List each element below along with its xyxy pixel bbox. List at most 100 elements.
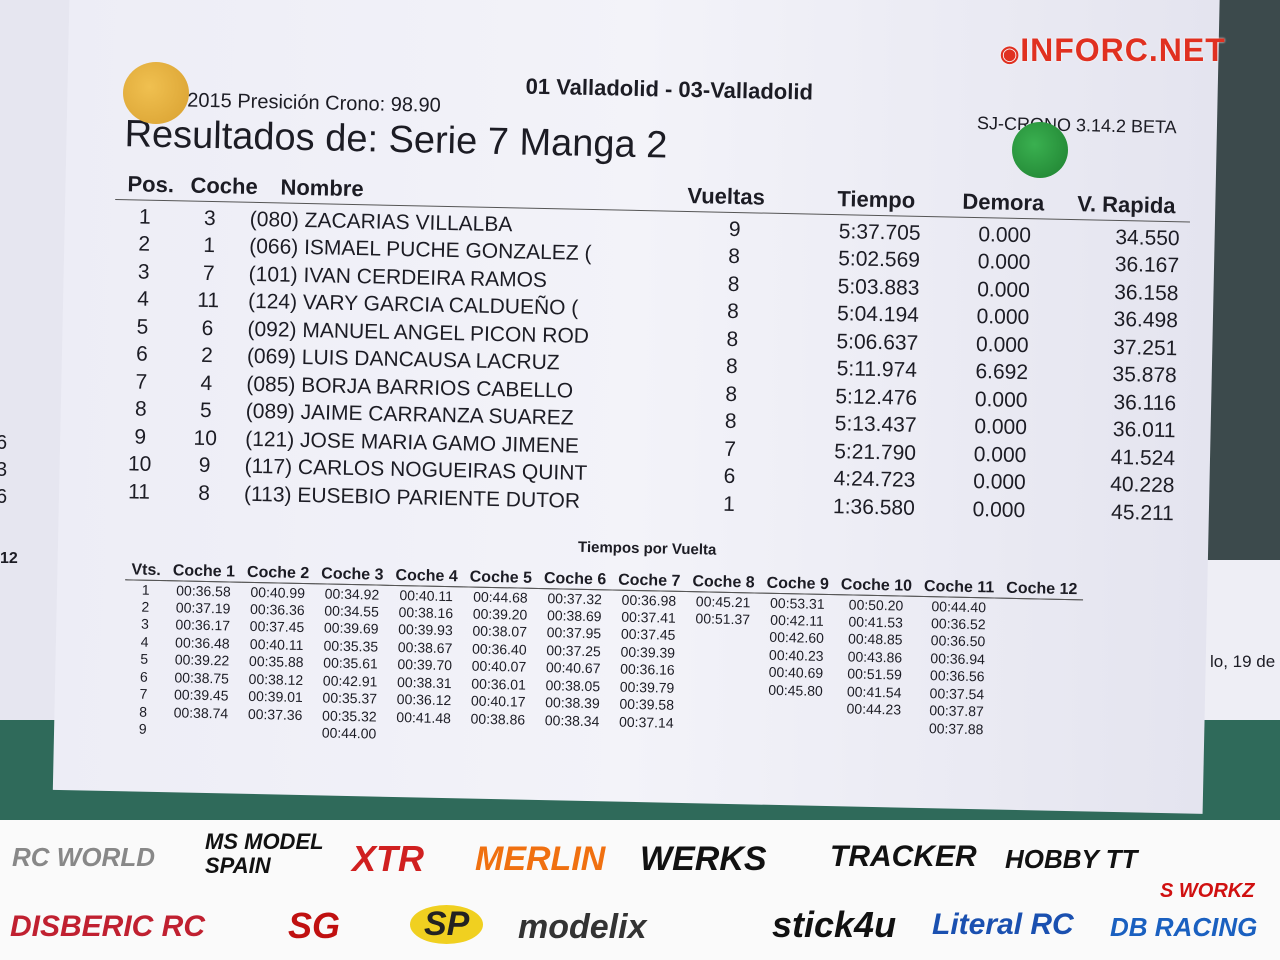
result-cell: 8 [197, 481, 211, 505]
lap-cell: 00:51.37 [695, 609, 751, 628]
result-cell: 5:02.569 [838, 247, 921, 273]
lap-cell: 00:53.31 [769, 594, 825, 612]
lap-cell: 00:39.39 [620, 643, 676, 661]
lap-cell: 8 [139, 703, 148, 720]
lap-column-header: Coche 6 [537, 569, 613, 590]
lap-cell: 00:39.22 [174, 651, 230, 669]
left-paper-text: 6 [0, 486, 8, 508]
result-cell: 5 [136, 315, 149, 339]
lap-cell: 00:40.67 [545, 659, 601, 677]
col-v-rapida: V. Rapida [1077, 191, 1176, 219]
result-cell: 0.000 [974, 387, 1028, 412]
lap-cell [163, 721, 238, 740]
lap-cell: 00:39.70 [397, 656, 453, 674]
lap-cell: 00:38.34 [544, 711, 600, 729]
result-cell: 5:11.974 [836, 357, 918, 383]
lap-cell: 00:38.05 [545, 676, 601, 695]
result-cell: 8 [726, 327, 739, 351]
lap-column-header: Coche 7 [611, 571, 687, 592]
sponsor-logo: modelix [518, 908, 647, 946]
sponsor-logo: XTR [352, 838, 424, 879]
lap-cell [684, 697, 759, 716]
lap-cell: 1 [141, 581, 150, 598]
result-cell: 5:04.194 [836, 302, 920, 328]
lap-cell: 00:40.69 [768, 664, 824, 682]
lap-cell [997, 738, 1080, 757]
lap-column-header: Vts. [125, 561, 167, 581]
result-cell: 4 [200, 371, 213, 395]
lap-cell [534, 728, 609, 747]
lap-cell: 00:38.16 [398, 603, 454, 621]
result-cell: 36.158 [1114, 280, 1179, 306]
lap-cell: 00:37.41 [621, 608, 676, 626]
sponsor-logo: DB RACING [1110, 912, 1258, 942]
result-cell: 9 [134, 425, 147, 449]
lap-cell: 00:37.54 [929, 684, 985, 703]
lap-cell: 00:40.11 [399, 586, 454, 604]
result-cell: 5:06.637 [836, 329, 919, 355]
lap-cell: 00:39.45 [173, 686, 229, 704]
result-cell: 9 [198, 454, 211, 478]
result-cell: 0.000 [977, 250, 1031, 275]
result-cell: 0.000 [976, 305, 1030, 330]
lap-cell: 00:40.23 [768, 646, 824, 664]
result-cell: 3 [203, 206, 216, 230]
lap-cell [997, 703, 1080, 722]
result-cell: 5:13.437 [834, 412, 917, 438]
result-cell: 37.251 [1112, 335, 1178, 361]
result-cell: 41.524 [1110, 445, 1176, 470]
lap-column-header: Coche 12 [1000, 579, 1084, 600]
lap-cell: 00:36.56 [929, 667, 985, 685]
lap-cell [758, 698, 833, 717]
result-cell: 3 [137, 260, 150, 284]
result-cell: 7 [724, 437, 737, 461]
result-cell: 1 [722, 492, 736, 516]
lap-column-header: Coche 11 [917, 577, 1001, 599]
lap-cell [386, 725, 461, 744]
page-title: Resultados de: Serie 7 Manga 2 [124, 113, 668, 167]
lap-cell: 6 [139, 668, 148, 685]
lap-cell: 00:36.58 [176, 581, 231, 600]
lap-cell: 00:36.50 [930, 632, 986, 650]
result-cell: 36.011 [1112, 418, 1176, 443]
col-coche: Coche [190, 172, 259, 199]
lap-cell: 00:36.98 [621, 591, 677, 609]
result-cell: 40.228 [1109, 473, 1175, 498]
lap-cell [609, 730, 684, 749]
lap-cell: 00:38.67 [397, 638, 453, 656]
lap-cell [683, 714, 758, 733]
lap-cell [997, 721, 1080, 740]
lap-cell: 00:45.21 [695, 592, 751, 610]
sponsor-logo: S WORKZ [1160, 880, 1255, 902]
result-cell: 1:36.580 [832, 494, 916, 520]
lap-cell: 00:37.45 [249, 618, 305, 636]
lap-cell: 00:42.11 [770, 611, 824, 629]
lap-cell: 00:37.88 [928, 719, 984, 738]
lap-cell: 00:36.36 [249, 600, 305, 618]
result-cell: 5:37.705 [838, 219, 921, 245]
sponsor-logo: WERKS [640, 840, 767, 878]
lap-cell [685, 644, 760, 663]
lap-cell: 00:45.80 [768, 681, 823, 699]
lap-cell: 00:36.40 [471, 640, 527, 658]
lap-cell: 00:36.17 [175, 616, 231, 634]
lap-cell: 00:44.68 [473, 588, 528, 606]
lap-cell: 00:36.01 [471, 675, 527, 693]
sponsor-strip: RC WORLD MS MODEL SPAIN XTR MERLIN WERKS… [0, 820, 1280, 960]
lap-cell: 00:36.48 [174, 634, 230, 652]
sponsor-logo: TRACKER [830, 840, 977, 873]
lap-cell: 00:37.87 [929, 702, 984, 720]
result-cell: 1 [203, 234, 216, 258]
lap-cell: 00:38.69 [546, 606, 602, 625]
sponsor-logo: stick4u [772, 904, 897, 945]
lap-cell [238, 722, 313, 741]
lap-cell [915, 736, 998, 755]
result-cell: 7 [135, 370, 148, 394]
lap-cell: 00:44.40 [931, 597, 987, 615]
software-line: 2015 Presición Crono: 98.90 [187, 89, 441, 117]
lap-column-header: Coche 9 [760, 574, 836, 595]
lap-cell: 00:38.86 [470, 710, 526, 728]
lap-cell: 00:39.69 [323, 619, 379, 637]
lap-cell: 00:34.55 [324, 602, 380, 620]
